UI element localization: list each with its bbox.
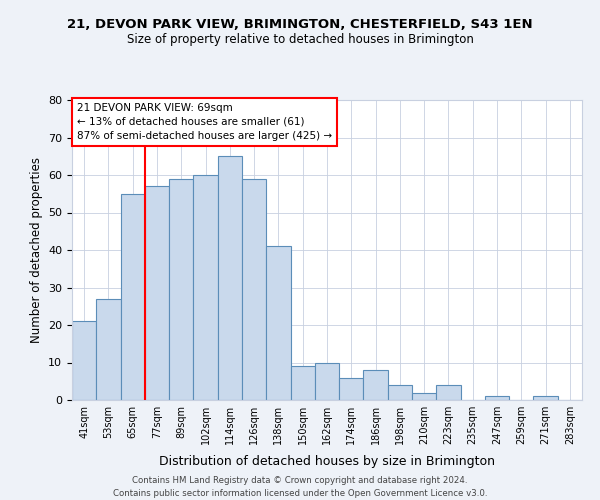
- Text: 21, DEVON PARK VIEW, BRIMINGTON, CHESTERFIELD, S43 1EN: 21, DEVON PARK VIEW, BRIMINGTON, CHESTER…: [67, 18, 533, 30]
- Bar: [533, 396, 558, 400]
- Bar: [339, 378, 364, 400]
- Bar: [96, 298, 121, 400]
- Text: Size of property relative to detached houses in Brimington: Size of property relative to detached ho…: [127, 32, 473, 46]
- Bar: [72, 322, 96, 400]
- Bar: [315, 362, 339, 400]
- Text: Contains HM Land Registry data © Crown copyright and database right 2024.
Contai: Contains HM Land Registry data © Crown c…: [113, 476, 487, 498]
- Bar: [436, 385, 461, 400]
- Bar: [218, 156, 242, 400]
- Bar: [364, 370, 388, 400]
- Bar: [266, 246, 290, 400]
- Bar: [485, 396, 509, 400]
- Y-axis label: Number of detached properties: Number of detached properties: [29, 157, 43, 343]
- Bar: [121, 194, 145, 400]
- Bar: [290, 366, 315, 400]
- Bar: [193, 175, 218, 400]
- Bar: [169, 179, 193, 400]
- Bar: [242, 179, 266, 400]
- Bar: [388, 385, 412, 400]
- X-axis label: Distribution of detached houses by size in Brimington: Distribution of detached houses by size …: [159, 456, 495, 468]
- Bar: [412, 392, 436, 400]
- Text: 21 DEVON PARK VIEW: 69sqm
← 13% of detached houses are smaller (61)
87% of semi-: 21 DEVON PARK VIEW: 69sqm ← 13% of detac…: [77, 103, 332, 141]
- Bar: [145, 186, 169, 400]
